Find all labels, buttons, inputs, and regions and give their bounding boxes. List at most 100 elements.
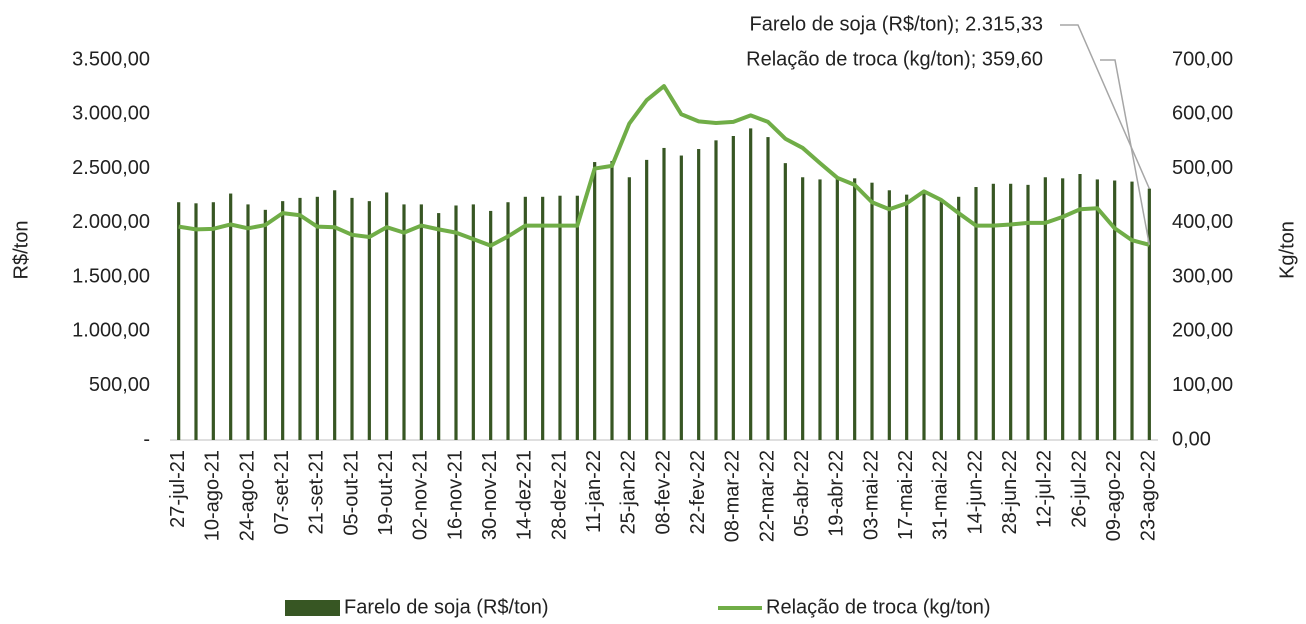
x-tick-label: 21-set-21 [306, 450, 328, 535]
x-tick-label: 28-jun-22 [999, 450, 1021, 535]
bar [991, 183, 995, 440]
x-tick-label: 07-set-21 [271, 450, 293, 535]
x-tick-label: 19-out-21 [375, 450, 397, 536]
x-tick-label: 25-jan-22 [618, 450, 640, 535]
bar [246, 204, 250, 440]
y-tick-label: 3.000,00 [72, 103, 150, 125]
x-tick-label: 14-jun-22 [964, 450, 986, 535]
bar [818, 179, 822, 440]
y-tick-label: 500,00 [89, 374, 150, 396]
y2-tick-label: 500,00 [1172, 157, 1233, 179]
x-tick-label: 02-nov-21 [410, 450, 432, 540]
annotation: Relação de troca (kg/ton); 359,60 [746, 48, 1043, 70]
y-axis-label: R$/ton [10, 221, 32, 280]
bar [298, 197, 302, 440]
bar [523, 196, 527, 440]
bar [783, 163, 787, 440]
x-tick-label: 23-ago-22 [1138, 450, 1160, 541]
x-tick-label: 12-jul-22 [1034, 450, 1056, 528]
bar [367, 201, 371, 440]
y2-tick-label: 300,00 [1172, 265, 1233, 287]
bar [350, 197, 354, 440]
bar [1026, 184, 1030, 440]
x-tick-label: 05-abr-22 [791, 450, 813, 537]
bar [1043, 177, 1047, 440]
x-tick-label: 30-nov-21 [479, 450, 501, 540]
bar [610, 160, 614, 440]
bar [437, 213, 441, 440]
legend-swatch [285, 600, 340, 616]
leader-line [1100, 59, 1151, 245]
y2-axis-label: Kg/ton [1276, 221, 1298, 279]
y-tick-label: 3.500,00 [72, 48, 150, 70]
bar [922, 191, 926, 440]
x-tick-label: 28-dez-21 [548, 450, 570, 540]
bar [385, 192, 389, 440]
bar [766, 137, 770, 441]
x-tick-label: 03-mai-22 [860, 450, 882, 540]
line [178, 84, 1150, 248]
x-tick-label: 24-ago-21 [236, 450, 258, 541]
bar [333, 190, 337, 440]
y2-tick-label: 700,00 [1172, 48, 1233, 70]
bar [211, 202, 215, 440]
bar [679, 155, 683, 441]
x-tick-label: 16-nov-21 [444, 450, 466, 540]
bar [558, 195, 562, 440]
bar [887, 190, 891, 440]
bar [402, 204, 406, 440]
bar [662, 147, 666, 440]
y2-tick-label: 600,00 [1172, 103, 1233, 125]
x-tick-label: 22-mar-22 [756, 450, 778, 542]
bar [627, 177, 631, 440]
y2-tick-label: 0,00 [1172, 428, 1211, 450]
y2-tick-label: 200,00 [1172, 320, 1233, 342]
bar [281, 201, 285, 440]
bar [593, 162, 597, 441]
bar [749, 128, 753, 440]
bar [1095, 179, 1099, 440]
bar [1078, 174, 1082, 440]
bar [177, 202, 181, 440]
bar [471, 204, 475, 440]
leader-line [1060, 24, 1151, 189]
x-tick-label: 27-jul-21 [167, 450, 189, 528]
bar [454, 205, 458, 440]
x-tick-label: 22-fev-22 [687, 450, 709, 535]
y2-tick-label: 100,00 [1172, 374, 1233, 396]
x-tick-label: 09-ago-22 [1103, 450, 1125, 541]
bar [229, 193, 233, 440]
x-tick-label: 14-dez-21 [514, 450, 536, 540]
bar [419, 204, 423, 440]
x-tick-label: 19-abr-22 [826, 450, 848, 537]
bar [1147, 188, 1151, 440]
bar [194, 203, 198, 440]
y2-tick-label: 400,00 [1172, 211, 1233, 233]
x-tick-label: 08-fev-22 [652, 450, 674, 535]
bar [870, 182, 874, 440]
x-tick-label: 08-mar-22 [722, 450, 744, 542]
x-tick-label: 05-out-21 [340, 450, 362, 536]
bar [801, 177, 805, 440]
bar [939, 200, 943, 440]
bar [1130, 181, 1134, 440]
x-tick-label: 26-jul-22 [1068, 450, 1090, 528]
bar [1009, 183, 1013, 440]
y-tick-label: 1.500,00 [72, 265, 150, 287]
bar [853, 178, 857, 441]
bar [489, 210, 493, 440]
y-tick-label: 2.000,00 [72, 211, 150, 233]
annotation: Farelo de soja (R$/ton); 2.315,33 [749, 13, 1043, 35]
x-tick-label: 10-ago-21 [202, 450, 224, 541]
bar [697, 149, 701, 440]
bar [957, 196, 961, 440]
bar [263, 209, 267, 440]
bar [1113, 180, 1117, 440]
bar [731, 136, 735, 440]
y-tick-label: - [143, 428, 150, 450]
x-tick-label: 11-jan-22 [583, 450, 605, 533]
y-tick-label: 2.500,00 [72, 157, 150, 179]
bar [506, 202, 510, 440]
x-tick-label: 31-mai-22 [930, 450, 952, 540]
